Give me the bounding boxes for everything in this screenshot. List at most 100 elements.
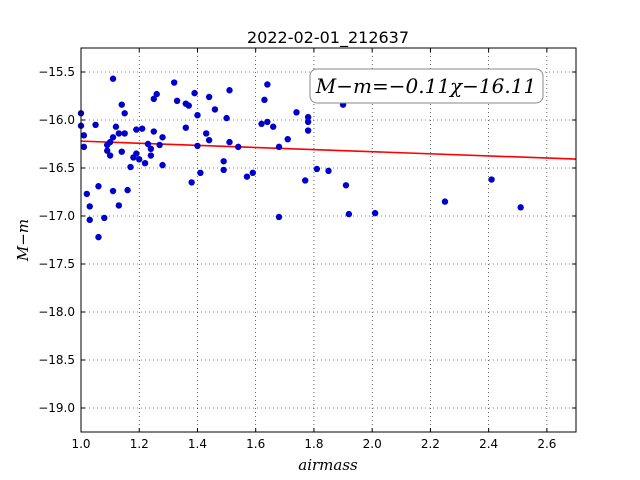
data-point xyxy=(269,123,277,130)
data-point xyxy=(115,202,123,209)
data-point xyxy=(133,150,140,157)
y-tick-label: −15.5 xyxy=(38,65,75,79)
data-point xyxy=(83,190,91,198)
data-point xyxy=(86,203,93,210)
data-point xyxy=(220,158,227,165)
data-point xyxy=(147,152,155,159)
y-tick-label: −17.0 xyxy=(38,209,75,223)
data-point xyxy=(304,113,312,121)
x-tick-label: 2.4 xyxy=(479,437,498,451)
data-point xyxy=(118,148,125,155)
x-axis-label: airmass xyxy=(298,456,358,474)
x-tick-label: 1.6 xyxy=(246,437,265,451)
data-point xyxy=(313,165,321,173)
data-point xyxy=(275,143,283,151)
data-point xyxy=(136,156,143,163)
data-point xyxy=(106,152,114,159)
data-point xyxy=(226,138,233,146)
y-tick-label: −18.5 xyxy=(38,353,75,367)
y-tick-label: −17.5 xyxy=(38,257,75,271)
data-point xyxy=(261,96,268,104)
annotation-text: M−m=−0.11χ−16.11 xyxy=(315,74,536,98)
data-point xyxy=(101,214,108,222)
data-point xyxy=(264,81,271,88)
data-point xyxy=(345,210,353,218)
data-point xyxy=(302,177,309,184)
data-point xyxy=(304,127,312,134)
data-point xyxy=(121,130,128,137)
fit-layer xyxy=(80,140,577,160)
data-point xyxy=(191,89,198,97)
data-point xyxy=(156,141,163,149)
data-point xyxy=(185,102,192,109)
data-point xyxy=(342,182,350,189)
x-tick-label: 1.4 xyxy=(188,437,207,451)
fit-line xyxy=(80,140,577,160)
y-axis-label: M−m xyxy=(14,219,32,262)
data-point xyxy=(133,126,140,133)
data-point xyxy=(188,179,195,186)
data-point xyxy=(150,128,157,135)
fit-annotation: M−m=−0.11χ−16.11 xyxy=(309,68,544,104)
data-point xyxy=(115,130,123,137)
data-point xyxy=(106,138,114,146)
y-tick-label: −19.0 xyxy=(38,401,75,415)
data-point xyxy=(194,112,201,119)
data-point xyxy=(80,143,88,151)
y-tick-label: −18.0 xyxy=(38,305,75,319)
plot-frame xyxy=(80,47,577,433)
data-point xyxy=(371,209,379,217)
data-point xyxy=(197,169,204,176)
data-point xyxy=(150,95,157,103)
data-point xyxy=(121,110,128,117)
data-point xyxy=(226,87,233,94)
data-point xyxy=(304,118,312,126)
y-tick-labels: −15.5 −16.0 −16.5 −17.0 −17.5 −18.0 −18.5 −19.0 xyxy=(38,65,75,415)
x-tick-label: 1.2 xyxy=(130,437,149,451)
data-point xyxy=(441,198,449,205)
data-point xyxy=(141,160,149,167)
data-point xyxy=(138,125,146,132)
data-point xyxy=(159,161,166,169)
points-layer xyxy=(77,75,524,241)
data-point xyxy=(127,163,134,171)
data-point xyxy=(258,120,265,128)
x-tick-label: 2.0 xyxy=(363,437,382,451)
data-point xyxy=(147,145,155,152)
data-point xyxy=(159,134,166,141)
data-point xyxy=(249,169,256,176)
data-point xyxy=(109,75,117,82)
data-point xyxy=(293,109,300,116)
data-point xyxy=(275,213,283,221)
annotation-box xyxy=(309,68,544,104)
y-tick-label: −16.5 xyxy=(38,161,75,175)
data-point xyxy=(488,176,495,183)
data-point xyxy=(223,114,230,122)
data-point xyxy=(104,147,111,154)
x-tick-label: 1.0 xyxy=(71,437,90,451)
data-point xyxy=(170,79,178,86)
data-point xyxy=(124,186,131,194)
data-point xyxy=(325,167,332,175)
data-point xyxy=(144,140,152,148)
data-point xyxy=(517,204,524,211)
data-point xyxy=(203,130,210,137)
plot-area xyxy=(81,48,576,432)
data-point xyxy=(211,106,219,113)
data-point xyxy=(86,216,93,224)
data-point xyxy=(112,123,120,130)
data-point xyxy=(173,97,181,105)
data-point xyxy=(243,173,251,180)
y-tick-label: −16.0 xyxy=(38,113,75,127)
data-point xyxy=(205,93,213,101)
x-tick-label: 2.2 xyxy=(421,437,440,451)
data-point xyxy=(95,233,102,241)
data-point xyxy=(118,101,125,108)
data-point xyxy=(92,121,99,128)
data-point xyxy=(153,90,160,98)
data-point xyxy=(284,136,291,143)
data-point xyxy=(182,124,190,131)
data-point xyxy=(264,118,271,126)
x-tick-label: 1.8 xyxy=(304,437,323,451)
